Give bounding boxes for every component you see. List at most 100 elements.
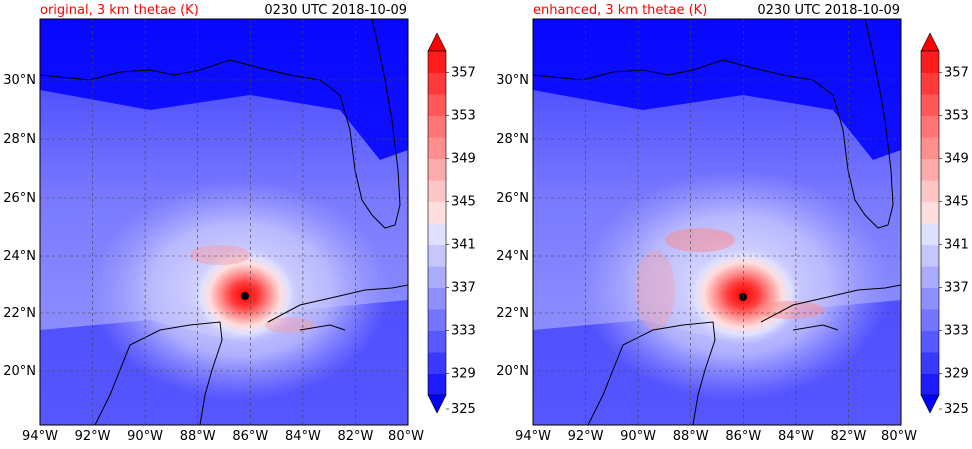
colorbar-segment: [921, 180, 939, 202]
colorbar-extend-max: [427, 32, 447, 52]
colorbar-segment: [428, 201, 446, 224]
colorbar-segment: [428, 373, 446, 396]
colorbar-tick-label: 329: [944, 367, 969, 382]
lon-tick-label: 80°W: [388, 429, 424, 444]
map-panel-left: original, 3 km thetae (K) 0230 UTC 2018-…: [3, 3, 476, 444]
lon-axis-left: 94°W 92°W 90°W 88°W 86°W 84°W 82°W 80°W: [22, 429, 424, 444]
lat-tick-label: 22°N: [3, 306, 36, 321]
colorbar-segment: [921, 352, 939, 374]
lat-tick-label: 28°N: [3, 132, 36, 147]
colorbar-tick-label: 325: [451, 402, 476, 417]
lon-tick-label: 82°W: [830, 429, 866, 444]
lon-tick-label: 90°W: [127, 429, 163, 444]
colorbar-segment: [428, 330, 446, 353]
colorbar-tick-label: 345: [451, 195, 476, 210]
colorbar-extend-min: [427, 394, 447, 414]
colorbar-tick-label: 349: [451, 152, 476, 167]
map-frame-left: [39, 18, 409, 426]
colorbar-tick-label: 329: [451, 367, 476, 382]
map-field-left: [40, 19, 408, 425]
colorbar-segment: [428, 244, 446, 267]
lon-tick-label: 92°W: [75, 429, 111, 444]
lon-tick-label: 82°W: [337, 429, 373, 444]
colorbar-segment: [921, 223, 939, 245]
colorbar-segment: [921, 51, 939, 73]
map-frame-right: [532, 18, 902, 426]
lat-tick-label: 20°N: [496, 364, 529, 379]
lon-tick-label: 84°W: [778, 429, 814, 444]
lat-tick-label: 30°N: [3, 73, 36, 88]
colorbar-left: 325 329 333 337 341 345 349 353 357: [427, 32, 476, 417]
colorbar-segment: [921, 72, 939, 95]
lat-tick-label: 22°N: [496, 306, 529, 321]
colorbar-segment: [428, 223, 446, 245]
colorbar-tick-label: 333: [944, 324, 969, 339]
lon-tick-label: 84°W: [285, 429, 321, 444]
colorbar-tick-label: 349: [944, 152, 969, 167]
lon-tick-label: 86°W: [232, 429, 268, 444]
colorbar-segment: [428, 287, 446, 310]
colorbar-tick-label: 353: [944, 109, 969, 124]
colorbar-segment: [428, 51, 446, 73]
colorbar-segment: [921, 201, 939, 224]
colorbar-segment: [428, 352, 446, 374]
lat-tick-label: 26°N: [3, 191, 36, 206]
lat-tick-label: 26°N: [496, 191, 529, 206]
colorbar-segment: [428, 309, 446, 331]
colorbar-tick-label: 357: [451, 66, 476, 81]
colorbar-segment: [428, 72, 446, 95]
colorbar-tick-label: 345: [944, 195, 969, 210]
colorbar-right: 325 329 333 337 341 345 349 353 357: [920, 32, 969, 417]
lat-tick-label: 24°N: [3, 249, 36, 264]
colorbar-tick-label: 325: [944, 402, 969, 417]
colorbar-frame: [920, 50, 940, 396]
lat-tick-label: 24°N: [496, 249, 529, 264]
lon-tick-label: 80°W: [881, 429, 917, 444]
colorbar-segment: [921, 309, 939, 331]
lon-tick-label: 94°W: [515, 429, 551, 444]
lon-tick-label: 90°W: [620, 429, 656, 444]
colorbar-segment: [921, 287, 939, 310]
colorbar-tick-label: 341: [944, 238, 969, 253]
colorbar-segment: [921, 137, 939, 159]
panel-title-left: original, 3 km thetae (K): [40, 3, 199, 18]
colorbar-frame: [427, 50, 447, 396]
lat-axis-right: 20°N 22°N 24°N 26°N 28°N 30°N: [496, 73, 529, 379]
colorbar-tick-label: 357: [944, 66, 969, 81]
colorbar-tick-label: 337: [944, 281, 969, 296]
colorbar-extend-max: [920, 32, 940, 52]
lat-tick-label: 28°N: [496, 132, 529, 147]
colorbar-segment: [921, 330, 939, 353]
colorbar-segment: [921, 244, 939, 267]
lon-axis-right: 94°W 92°W 90°W 88°W 86°W 84°W 82°W 80°W: [515, 429, 917, 444]
colorbar-segment: [921, 266, 939, 288]
colorbar-segment: [921, 94, 939, 116]
map-grid-right: [533, 19, 901, 425]
colorbar-segment: [428, 180, 446, 202]
colorbar-segment: [921, 158, 939, 181]
lat-tick-label: 30°N: [496, 73, 529, 88]
colorbar-tick-label: 333: [451, 324, 476, 339]
colorbar-segment: [921, 115, 939, 138]
colorbar-segment: [428, 94, 446, 116]
colorbar-segment: [428, 266, 446, 288]
lon-tick-label: 88°W: [180, 429, 216, 444]
panel-time-left: 0230 UTC 2018-10-09: [264, 3, 407, 18]
lon-tick-label: 88°W: [673, 429, 709, 444]
colorbar-extend-min: [920, 394, 940, 414]
lat-tick-label: 20°N: [3, 364, 36, 379]
lon-tick-label: 92°W: [568, 429, 604, 444]
map-field-right: [533, 19, 901, 425]
lon-tick-label: 94°W: [22, 429, 58, 444]
colorbar-tick-label: 337: [451, 281, 476, 296]
lat-axis-left: 20°N 22°N 24°N 26°N 28°N 30°N: [3, 73, 36, 379]
colorbar-tick-label: 353: [451, 109, 476, 124]
colorbar-segment: [428, 115, 446, 138]
colorbar-segment: [428, 158, 446, 181]
map-grid-left: [40, 19, 408, 425]
panel-time-right: 0230 UTC 2018-10-09: [757, 3, 900, 18]
lon-tick-label: 86°W: [725, 429, 761, 444]
colorbar-segment: [921, 373, 939, 396]
map-panel-right: enhanced, 3 km thetae (K) 0230 UTC 2018-…: [496, 3, 969, 444]
